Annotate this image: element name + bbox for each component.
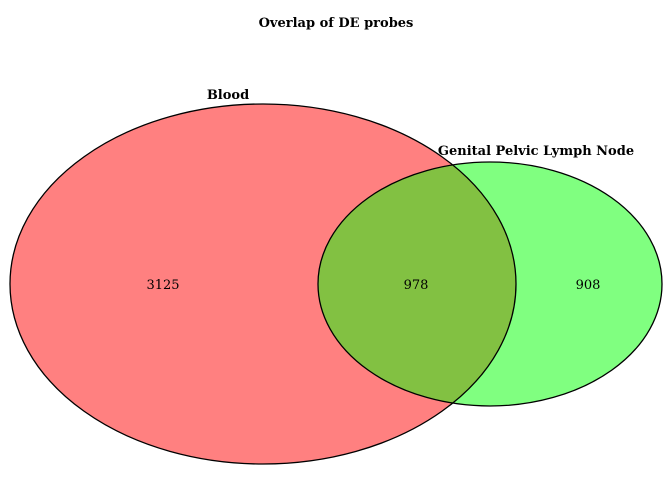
lymph-node-set-outline xyxy=(317,161,663,407)
blood-only-count: 3125 xyxy=(146,278,179,293)
lymph-node-only-count: 908 xyxy=(576,278,601,293)
intersection-count: 978 xyxy=(404,278,429,293)
lymph-node-set-label: Genital Pelvic Lymph Node xyxy=(438,144,634,159)
intersection-region xyxy=(318,162,516,406)
blood-set-outline xyxy=(9,103,517,465)
diagram-title: Overlap of DE probes xyxy=(259,16,414,31)
blood-set-label: Blood xyxy=(207,88,249,103)
